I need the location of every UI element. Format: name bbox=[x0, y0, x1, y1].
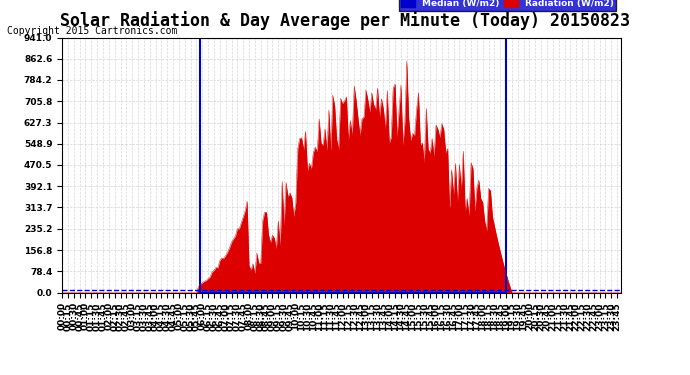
Legend: Median (W/m2), Radiation (W/m2): Median (W/m2), Radiation (W/m2) bbox=[399, 0, 616, 10]
Text: Copyright 2015 Cartronics.com: Copyright 2015 Cartronics.com bbox=[7, 26, 177, 36]
Text: Solar Radiation & Day Average per Minute (Today) 20150823: Solar Radiation & Day Average per Minute… bbox=[60, 11, 630, 30]
